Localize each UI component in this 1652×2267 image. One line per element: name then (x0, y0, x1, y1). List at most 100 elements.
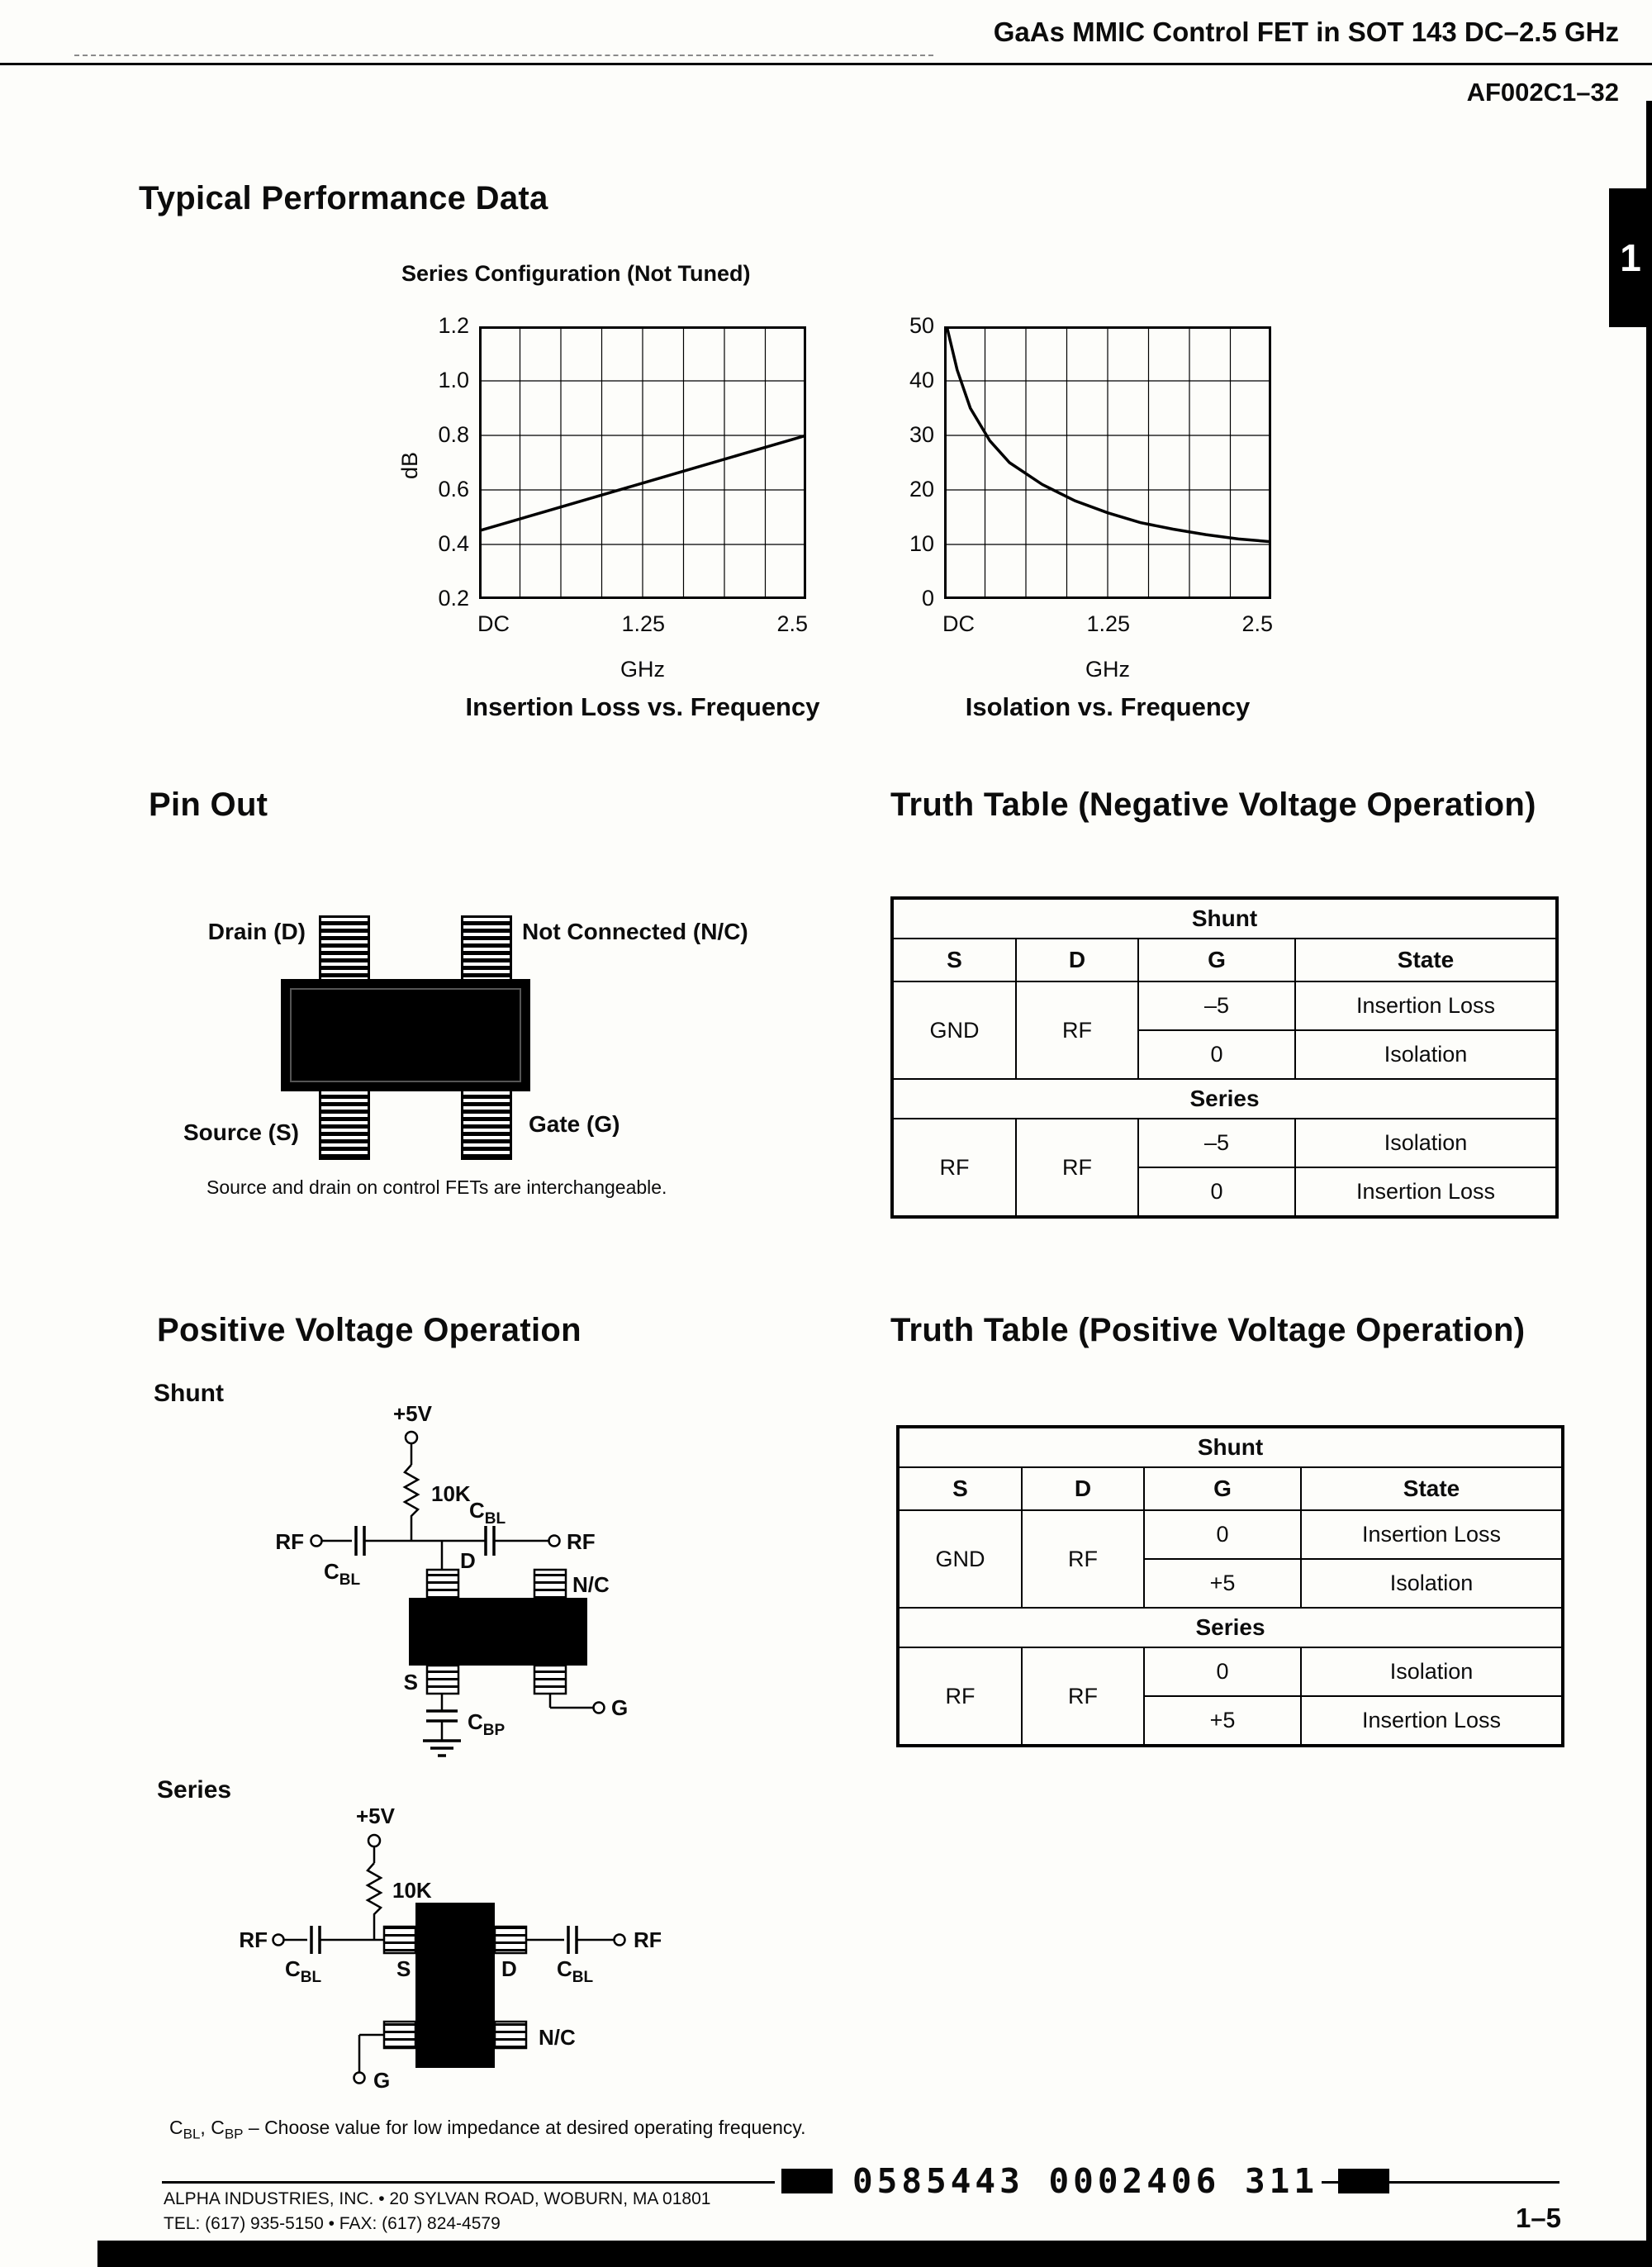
band-shunt: Shunt (891, 897, 1558, 939)
page-number: 1–5 (1515, 2203, 1561, 2233)
truth-cell: 0 (1143, 1509, 1302, 1560)
chart2-x-axis-label: GHz (1085, 657, 1130, 682)
truth-cell: Insertion Loss (1294, 1167, 1558, 1218)
chart1-x-axis-label: GHz (620, 657, 665, 682)
resistor-symbol (365, 1862, 383, 1919)
document-title: GaAs MMIC Control FET in SOT 143 DC–2.5 … (993, 17, 1619, 47)
x-tick-label: DC (942, 611, 975, 636)
y-tick-label: 10 (909, 531, 934, 556)
shunt-labels: +5V 10K RF RF CBL CBL D N/C S CBP G (275, 1401, 628, 1739)
series-wires (272, 1833, 626, 2084)
page-bottom-bar (97, 2241, 1652, 2267)
rf-out-terminal (613, 1933, 626, 1946)
package-bevel (290, 988, 521, 1082)
band-series: Series (891, 1078, 1558, 1119)
x-tick-label: 1.25 (621, 611, 665, 636)
x-tick-label: 2.5 (1241, 611, 1273, 636)
package-lead-nc (461, 915, 512, 986)
supply-terminal (367, 1833, 382, 1848)
shunt-package (409, 1568, 587, 1695)
supply-label: +5V (356, 1805, 396, 1828)
nc-label: N/C (572, 1572, 610, 1597)
truth-cell: 0 (1143, 1647, 1302, 1697)
rf-out-label: RF (567, 1529, 596, 1554)
rf-in-terminal (310, 1534, 323, 1547)
chart2-x-ticks: DC 1.25 2.5 (942, 611, 1273, 637)
x-tick-label: DC (477, 611, 510, 636)
truth-cell: RF (1021, 1647, 1145, 1747)
resistor-label: 10K (392, 1878, 432, 1903)
resistor-label: 10K (431, 1481, 471, 1506)
page-right-edge (1646, 101, 1652, 2267)
pin-label-source: Source (S) (183, 1119, 299, 1145)
y-tick-label: 0.2 (438, 586, 469, 611)
shunt-circuit-diagram: +5V 10K RF RF CBL CBL D N/C S CBP G (275, 1401, 628, 1757)
rf-out-terminal (548, 1534, 561, 1547)
performance-title: Typical Performance Data (139, 180, 548, 216)
footer-rule-left (162, 2181, 775, 2184)
shunt-wires (310, 1430, 605, 1757)
rf-in-label: RF (275, 1529, 304, 1554)
chart2-y-ticks: 50 40 30 20 10 0 (852, 313, 934, 611)
truth-cell: Insertion Loss (1300, 1509, 1564, 1560)
insertion-loss-chart (479, 326, 806, 599)
barcode-block-left (781, 2169, 833, 2193)
cbl-label: CBL (285, 1956, 322, 1986)
gate-terminal (592, 1701, 605, 1714)
truth-cell: RF (891, 1118, 1017, 1218)
truth-cell: +5 (1143, 1695, 1302, 1747)
sot143-package-body (281, 979, 530, 1091)
y-tick-label: 0.4 (438, 531, 469, 556)
shunt-subheading: Shunt (154, 1380, 224, 1407)
package-lead-gate (461, 1089, 512, 1160)
barcode-digits: 0585443 0002406 311 (852, 2161, 1318, 2201)
cbl-label: CBL (469, 1498, 506, 1528)
truth-positive-title: Truth Table (Positive Voltage Operation) (890, 1312, 1526, 1348)
truth-cell: RF (1021, 1509, 1145, 1609)
band-shunt: Shunt (897, 1426, 1564, 1468)
truth-cell: RF (897, 1647, 1023, 1747)
footer-address: ALPHA INDUSTRIES, INC. • 20 SYLVAN ROAD,… (164, 2189, 711, 2208)
truth-cell: Insertion Loss (1294, 981, 1558, 1031)
rf-in-terminal (272, 1933, 285, 1946)
chart1-y-ticks: 1.2 1.0 0.8 0.6 0.4 0.2 (387, 313, 469, 611)
drain-label: D (460, 1548, 476, 1573)
col-header-d: D (1015, 938, 1139, 982)
y-tick-label: 0.6 (438, 477, 469, 501)
source-label: S (396, 1956, 411, 1981)
truth-cell: GND (897, 1509, 1023, 1609)
col-header-g: G (1137, 938, 1296, 982)
truth-cell: 0 (1137, 1167, 1296, 1218)
scan-artifact-line (74, 55, 933, 56)
pin-label-gate: Gate (G) (529, 1111, 620, 1137)
data-curve (479, 434, 806, 533)
pinout-title: Pin Out (149, 787, 268, 823)
col-header-s: S (897, 1466, 1023, 1511)
header-rule (0, 63, 1652, 65)
cbl-label: CBL (324, 1559, 361, 1589)
part-number: AF002C1–32 (1466, 78, 1619, 107)
truth-cell: Isolation (1300, 1558, 1564, 1609)
col-header-state: State (1294, 938, 1558, 982)
barcode-block-right (1338, 2169, 1389, 2193)
truth-cell: +5 (1143, 1558, 1302, 1609)
y-tick-label: 20 (909, 477, 934, 501)
truth-cell: Isolation (1294, 1118, 1558, 1168)
positive-op-title: Positive Voltage Operation (157, 1312, 582, 1348)
pin-label-not-connected: Not Connected (N/C) (522, 919, 748, 944)
y-tick-label: 40 (909, 368, 934, 392)
truth-cell: Isolation (1300, 1647, 1564, 1697)
footer-rule-right (1322, 2181, 1559, 2184)
truth-cell: GND (891, 981, 1017, 1080)
rf-in-label: RF (239, 1927, 268, 1952)
y-tick-label: 0 (921, 586, 934, 611)
truth-negative-title: Truth Table (Negative Voltage Operation) (890, 787, 1536, 823)
series-package (382, 1903, 528, 2068)
barcode-row: 0585443 0002406 311 (781, 2161, 1389, 2201)
rf-out-label: RF (634, 1927, 661, 1952)
data-curve (945, 326, 1271, 544)
y-tick-label: 1.0 (438, 368, 469, 392)
y-tick-label: 0.8 (438, 422, 469, 447)
y-tick-label: 1.2 (438, 313, 469, 338)
